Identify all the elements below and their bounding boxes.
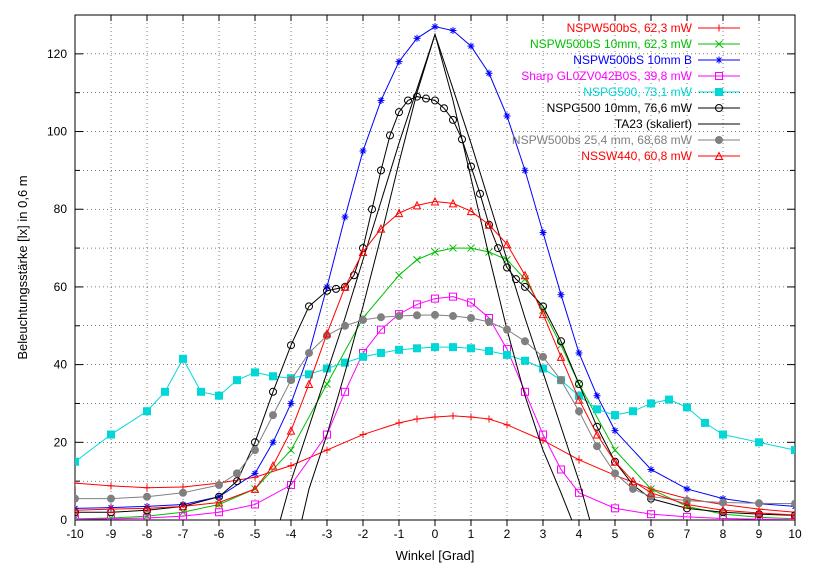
svg-text:120: 120 bbox=[47, 47, 67, 61]
svg-text:NSPG500 10mm, 76,6 mW: NSPG500 10mm, 76,6 mW bbox=[547, 101, 693, 115]
svg-text:NSSW440, 60,8 mW: NSSW440, 60,8 mW bbox=[581, 149, 692, 163]
svg-text:9: 9 bbox=[756, 527, 763, 541]
svg-text:2: 2 bbox=[504, 527, 511, 541]
svg-text:6: 6 bbox=[648, 527, 655, 541]
svg-text:-10: -10 bbox=[66, 527, 84, 541]
chart-canvas: -10-9-8-7-6-5-4-3-2-10123456789100204060… bbox=[0, 0, 813, 570]
svg-text:8: 8 bbox=[720, 527, 727, 541]
svg-text:TA23 (skaliert): TA23 (skaliert) bbox=[615, 117, 692, 131]
svg-text:20: 20 bbox=[54, 435, 68, 449]
svg-text:4: 4 bbox=[576, 527, 583, 541]
svg-text:Winkel [Grad]: Winkel [Grad] bbox=[396, 548, 475, 563]
svg-text:-9: -9 bbox=[106, 527, 117, 541]
svg-text:0: 0 bbox=[432, 527, 439, 541]
svg-text:NSPW500bs 25,4 mm, 68,68 mW: NSPW500bs 25,4 mm, 68,68 mW bbox=[512, 133, 693, 147]
svg-text:10: 10 bbox=[788, 527, 802, 541]
svg-text:3: 3 bbox=[540, 527, 547, 541]
svg-text:NSPW500bS, 62,3 mW: NSPW500bS, 62,3 mW bbox=[567, 21, 693, 35]
svg-text:NSPG500, 73,1 mW: NSPG500, 73,1 mW bbox=[583, 85, 692, 99]
svg-text:60: 60 bbox=[54, 280, 68, 294]
svg-text:-4: -4 bbox=[286, 527, 297, 541]
svg-text:5: 5 bbox=[612, 527, 619, 541]
svg-text:1: 1 bbox=[468, 527, 475, 541]
svg-text:-3: -3 bbox=[322, 527, 333, 541]
svg-text:100: 100 bbox=[47, 125, 67, 139]
svg-text:0: 0 bbox=[60, 513, 67, 527]
svg-text:40: 40 bbox=[54, 358, 68, 372]
svg-text:-5: -5 bbox=[250, 527, 261, 541]
svg-text:7: 7 bbox=[684, 527, 691, 541]
svg-text:NSPW500bS 10mm, 62,3 mW: NSPW500bS 10mm, 62,3 mW bbox=[530, 37, 693, 51]
svg-text:NSPW500bS 10mm B: NSPW500bS 10mm B bbox=[573, 53, 692, 67]
svg-text:80: 80 bbox=[54, 202, 68, 216]
svg-text:Sharp GL0ZV042B0S, 39,8 mW: Sharp GL0ZV042B0S, 39,8 mW bbox=[521, 69, 692, 83]
svg-text:Beleuchtungsstärke [lx] in 0,6: Beleuchtungsstärke [lx] in 0,6 m bbox=[15, 175, 30, 359]
svg-text:-8: -8 bbox=[142, 527, 153, 541]
svg-text:-7: -7 bbox=[178, 527, 189, 541]
svg-text:-1: -1 bbox=[394, 527, 405, 541]
svg-text:-6: -6 bbox=[214, 527, 225, 541]
svg-text:-2: -2 bbox=[358, 527, 369, 541]
